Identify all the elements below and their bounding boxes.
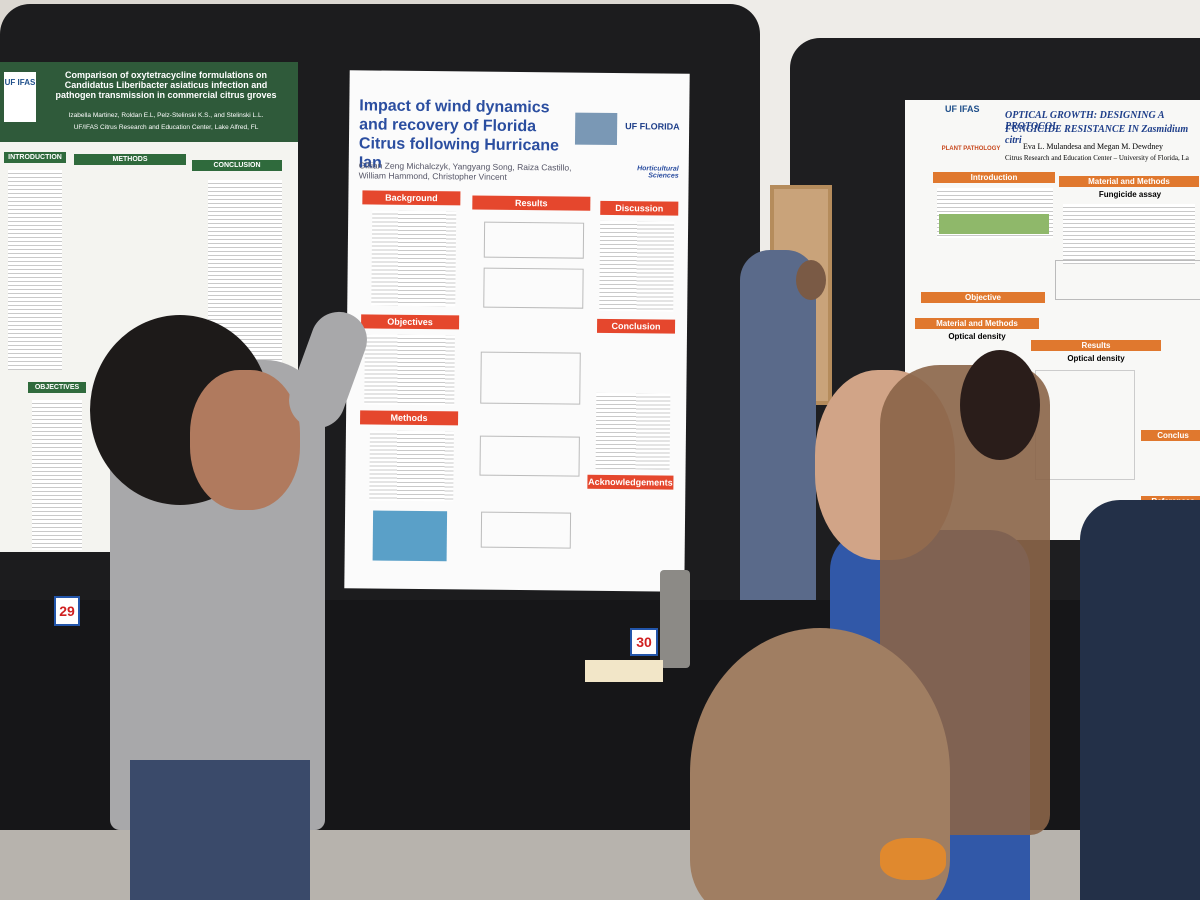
section-heading: Results [472,195,591,211]
poster: Impact of wind dynamics and recovery of … [344,70,690,592]
figure [939,214,1049,234]
figure [480,351,581,405]
text-block [369,430,454,502]
person [740,250,816,600]
affiliation: UF/IFAS Citrus Research and Education Ce… [73,124,259,131]
subheading: Optical density [948,332,1006,341]
logo: UF IFAS [4,72,36,122]
section-heading: METHODS [74,154,186,165]
figure [483,267,584,309]
text-block [1063,204,1195,264]
person-face [190,370,300,510]
section-heading: Objective [921,292,1045,303]
text-block [8,170,62,370]
figure [480,511,572,549]
logo: UF FLORIDA [625,121,680,132]
authors: Eva L. Mulandesa and Megan M. Dewdney [1023,142,1163,151]
poster-number: 29 [54,596,80,626]
person-jeans [130,760,310,900]
figure [483,221,585,259]
thermos [660,570,690,668]
logo: UF IFAS [945,104,980,114]
figure [1035,370,1135,480]
section-heading: Acknowledgements [587,474,674,490]
subheading: Optical density [1067,354,1125,363]
department: PLANT PATHOLOGY [941,146,1001,152]
flyer [585,660,663,682]
section-heading: INTRODUCTION [4,152,66,163]
person-head [960,350,1040,460]
authors: Izabella Martinez, Roldan E.L, Pelz-Stel… [68,112,264,119]
unit: Horticultural Sciences [637,165,679,180]
text-block [595,392,671,470]
photo-thumbnail [574,112,618,146]
authors: Gillian Zeng Michalczyk, Yangyang Song, … [358,160,572,182]
subheading: Fungicide assay [1098,190,1162,199]
text-block [371,210,457,307]
section-heading: Conclus [1141,430,1200,441]
affiliation: Citrus Research and Education Center – U… [1005,154,1189,162]
text-block [599,220,675,312]
poster-header [0,62,298,142]
poster-title: Comparison of oxytetracycline formulatio… [55,70,277,100]
section-heading: Methods [360,410,459,426]
poster-title: OPTICAL GROWTH: DESIGNING A PROTOCOL [1005,110,1164,132]
person [1080,500,1200,900]
person-head [796,260,826,300]
section-heading: CONCLUSION [192,160,282,171]
scrunchie [880,838,946,880]
poster-number: 30 [630,628,658,656]
section-heading: OBJECTIVES [28,382,86,393]
figure [1055,260,1200,300]
section-heading: Discussion [600,200,679,216]
text-block [364,334,455,406]
section-heading: Conclusion [596,318,676,334]
figure [479,435,580,477]
section-heading: Material and Methods [915,318,1039,329]
section-heading: Objectives [361,314,460,330]
section-heading: Material and Methods [1059,176,1199,187]
section-heading: Results [1031,340,1161,351]
text-block [32,400,82,550]
section-heading: Background [362,190,461,206]
map-figure [372,510,448,562]
section-heading: Introduction [933,172,1055,183]
poster-title: FUNGICIDE RESISTANCE IN Zasmidium citri [1005,124,1189,146]
